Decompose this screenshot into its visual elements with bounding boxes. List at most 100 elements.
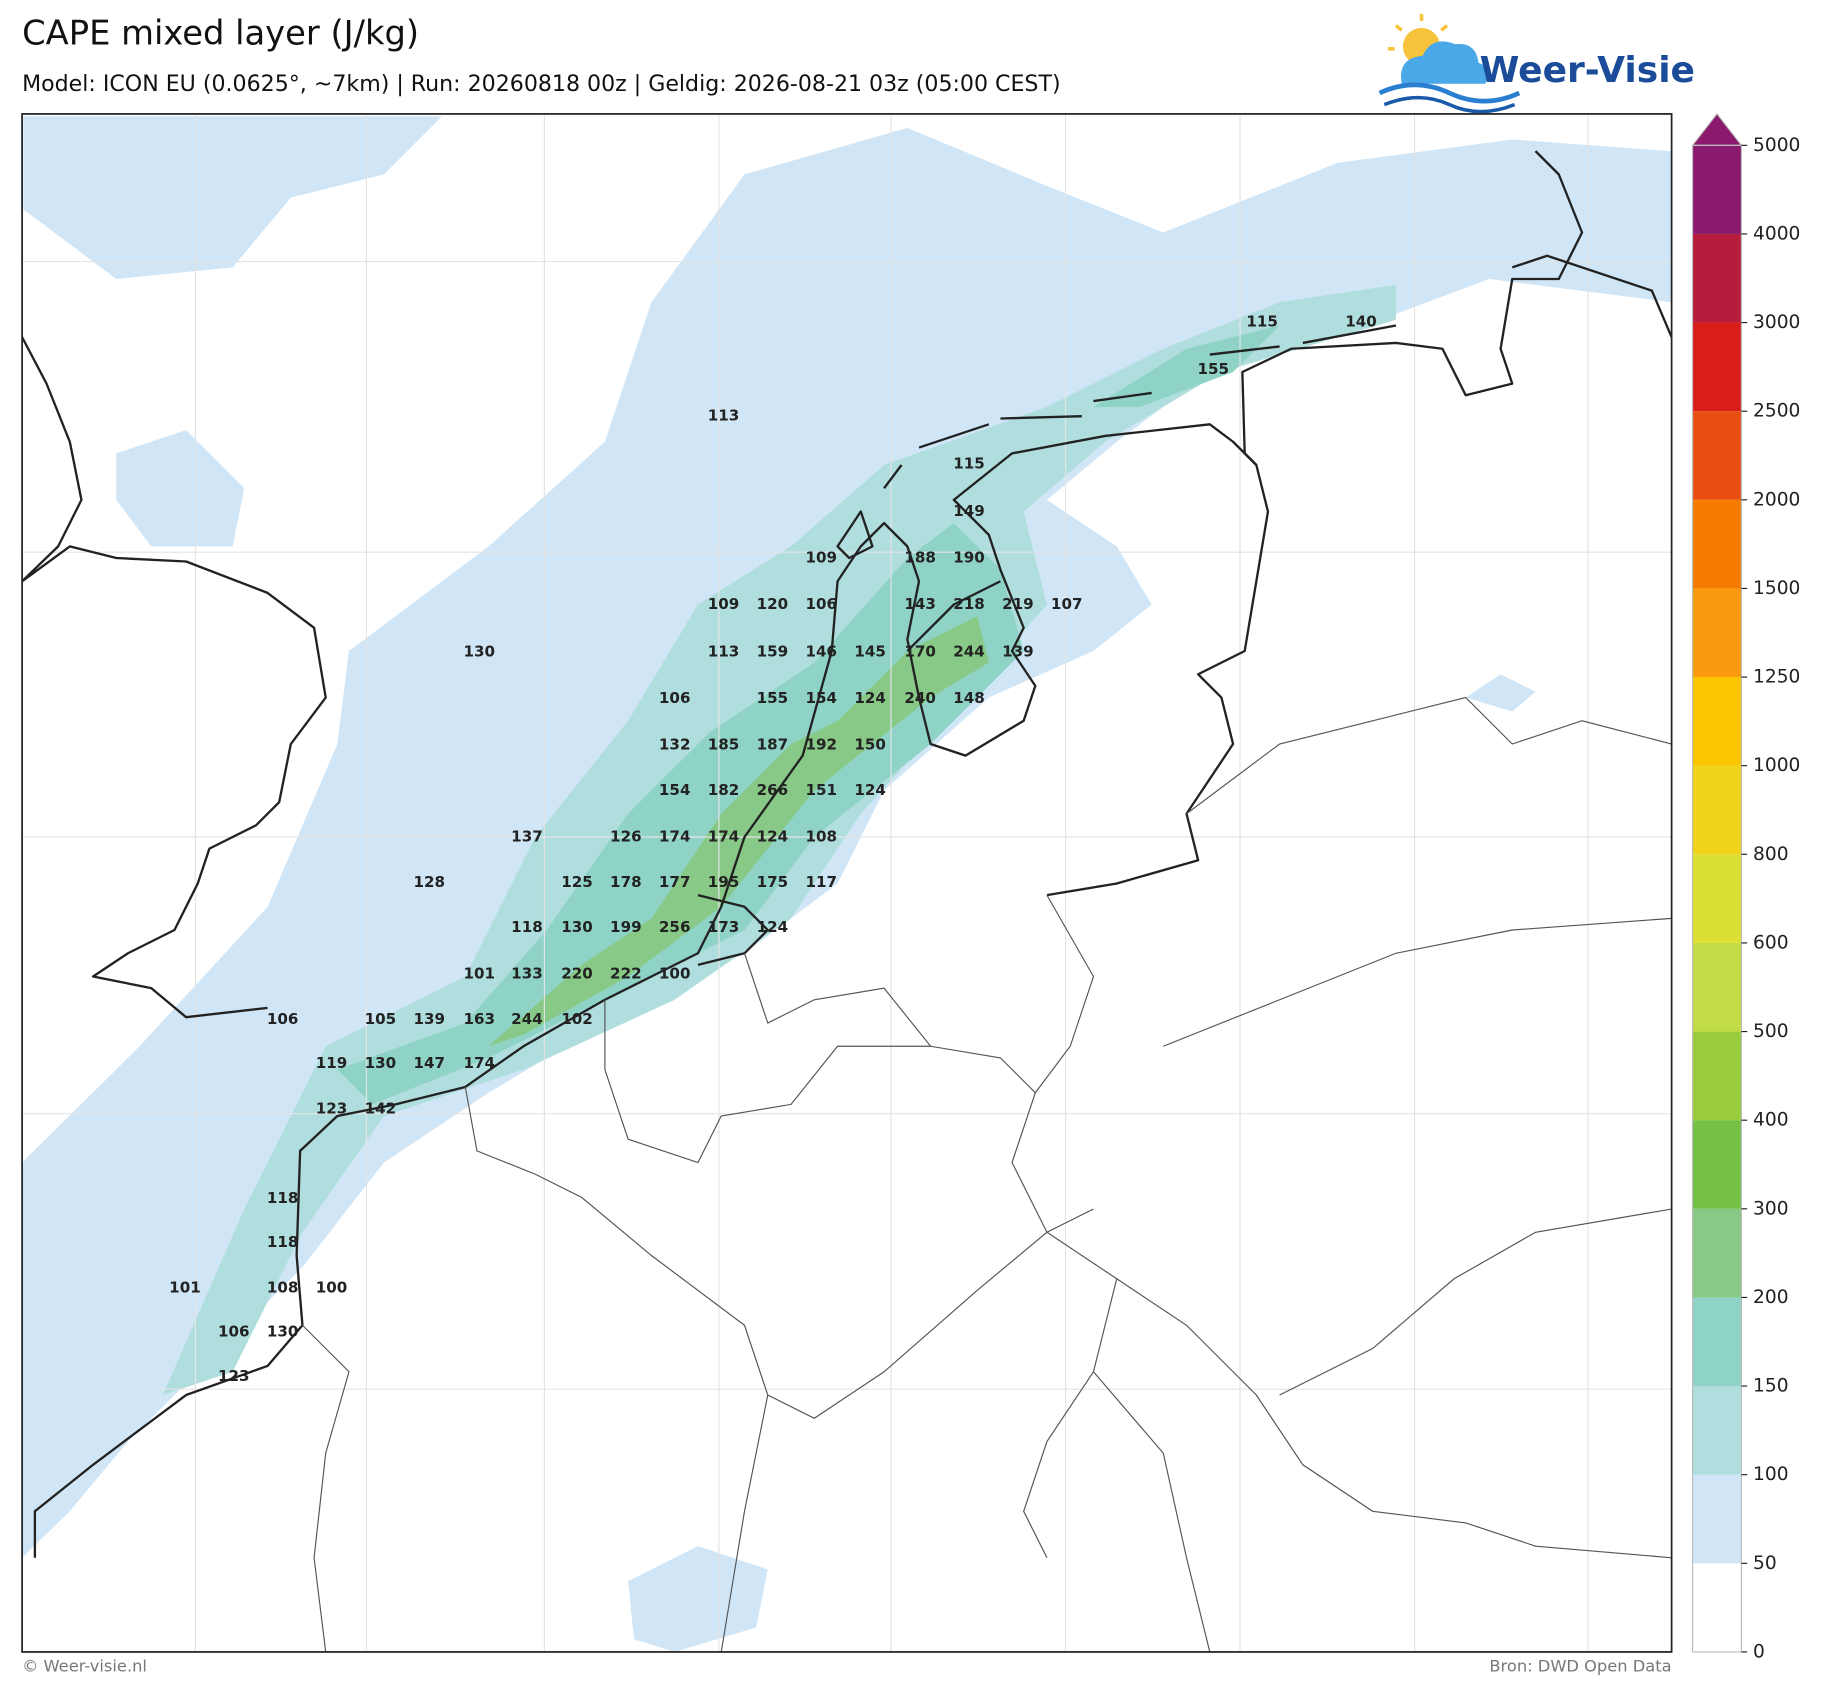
value-label: 142 xyxy=(365,1100,397,1118)
colorbar-tick-label: 50 xyxy=(1753,1553,1777,1574)
colorbar-segment xyxy=(1692,145,1742,234)
value-label: 123 xyxy=(218,1367,250,1385)
value-label: 182 xyxy=(708,781,740,799)
value-label: 118 xyxy=(267,1233,299,1251)
value-label: 118 xyxy=(511,918,543,936)
colorbar-tick-label: 200 xyxy=(1753,1287,1789,1308)
colorbar-segment xyxy=(1692,233,1742,323)
value-label: 106 xyxy=(267,1010,299,1028)
value-label: 124 xyxy=(854,781,886,799)
value-label: 145 xyxy=(854,643,886,661)
value-label: 139 xyxy=(413,1010,445,1028)
value-label: 125 xyxy=(561,873,593,891)
value-label: 132 xyxy=(659,736,691,754)
colorbar-tick-label: 2500 xyxy=(1753,401,1800,422)
value-label: 139 xyxy=(1002,643,1034,661)
colorbar-tick-label: 5000 xyxy=(1753,135,1800,156)
value-label: 113 xyxy=(708,643,740,661)
value-label: 219 xyxy=(1002,595,1034,613)
islands xyxy=(836,324,1397,560)
value-label: 155 xyxy=(757,689,789,707)
colorbar-tick-label: 1250 xyxy=(1753,667,1800,688)
value-label: 100 xyxy=(316,1279,348,1297)
colorbar-segment xyxy=(1692,1031,1742,1121)
value-label: 244 xyxy=(953,643,985,661)
colorbar-tick-label: 1500 xyxy=(1753,578,1800,599)
value-label: 115 xyxy=(1246,313,1278,331)
value-label: 108 xyxy=(805,828,837,846)
value-label: 101 xyxy=(463,965,495,983)
value-label: 174 xyxy=(708,828,740,846)
value-label: 113 xyxy=(708,407,740,425)
value-label: 146 xyxy=(805,643,837,661)
colorbar-segment xyxy=(1692,588,1742,678)
colorbar-segment xyxy=(1692,499,1742,589)
value-label: 195 xyxy=(708,873,740,891)
colorbar-segment xyxy=(1692,1386,1742,1475)
colorbar-tick-label: 600 xyxy=(1753,932,1789,953)
value-label: 187 xyxy=(757,736,789,754)
borders xyxy=(302,696,1672,1652)
colorbar-segment xyxy=(1692,677,1742,766)
value-label: 130 xyxy=(561,918,593,936)
colorbar-segment xyxy=(1692,1297,1742,1387)
value-label: 123 xyxy=(316,1100,348,1118)
colorbar: 0 50 100 150 200 300 400 500 600 800 1000 1250 1500 2… xyxy=(1691,112,1800,1662)
value-label: 140 xyxy=(1345,313,1377,331)
value-label: 106 xyxy=(659,689,691,707)
coastline xyxy=(1241,150,1672,466)
value-label: 188 xyxy=(904,549,936,567)
colorbar-tick-label: 3000 xyxy=(1753,312,1800,333)
value-label: 177 xyxy=(659,873,691,891)
value-label: 128 xyxy=(413,873,445,891)
value-label: 120 xyxy=(757,595,789,613)
value-label: 174 xyxy=(659,828,691,846)
value-label: 102 xyxy=(561,1010,593,1028)
colorbar-tick-label: 100 xyxy=(1753,1464,1789,1485)
value-label: 150 xyxy=(854,736,886,754)
value-label: 124 xyxy=(757,918,789,936)
value-label: 100 xyxy=(659,965,691,983)
value-label: 173 xyxy=(708,918,740,936)
colorbar-segment xyxy=(1692,854,1742,943)
colorbar-segment xyxy=(1692,322,1742,412)
value-label: 170 xyxy=(904,643,936,661)
colorbar-segment xyxy=(1692,1208,1742,1298)
cape-field xyxy=(22,116,1672,1652)
colorbar-extend-arrow xyxy=(1691,112,1743,146)
value-label: 133 xyxy=(511,965,543,983)
value-label: 130 xyxy=(463,643,495,661)
value-label: 130 xyxy=(267,1323,299,1341)
value-label: 154 xyxy=(805,689,837,707)
colorbar-segment xyxy=(1692,765,1742,855)
value-label: 124 xyxy=(757,828,789,846)
value-label: 106 xyxy=(805,595,837,613)
value-label: 159 xyxy=(757,643,789,661)
value-label: 109 xyxy=(708,595,740,613)
footer-right: Bron: DWD Open Data xyxy=(1489,1657,1671,1676)
value-label: 222 xyxy=(610,965,642,983)
colorbar-tick-label: 150 xyxy=(1753,1376,1789,1397)
value-label: 244 xyxy=(511,1010,543,1028)
colorbar-outline xyxy=(1691,144,1742,1653)
value-label: 199 xyxy=(610,918,642,936)
colorbar-tick-label: 4000 xyxy=(1753,223,1800,244)
value-label: 154 xyxy=(659,781,691,799)
value-label: 105 xyxy=(365,1010,397,1028)
value-label: 190 xyxy=(953,549,985,567)
colorbar-tick-label: 800 xyxy=(1753,844,1789,865)
value-label: 107 xyxy=(1051,595,1083,613)
value-label: 155 xyxy=(1198,360,1230,378)
colorbar-tick-label: 2000 xyxy=(1753,489,1800,510)
value-label: 256 xyxy=(659,918,691,936)
colorbar-segment xyxy=(1692,411,1742,500)
coastline xyxy=(33,423,1270,1558)
value-label: 101 xyxy=(169,1279,201,1297)
map-frame xyxy=(21,113,1673,1653)
value-label: 108 xyxy=(267,1279,299,1297)
colorbar-segment xyxy=(1692,1120,1742,1209)
river xyxy=(697,580,1001,967)
value-label: 126 xyxy=(610,828,642,846)
